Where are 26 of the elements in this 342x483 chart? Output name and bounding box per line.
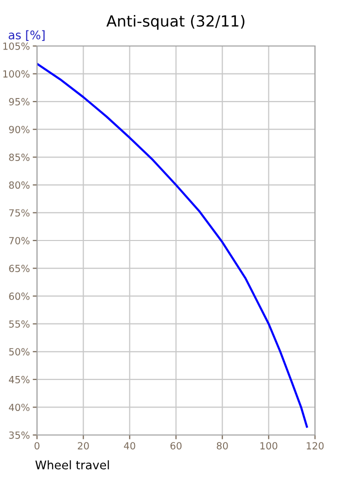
y-tick-label: 65%	[9, 264, 30, 272]
y-tick-label: 80%	[9, 181, 30, 189]
x-tick-label: 100	[260, 442, 278, 450]
y-tick-label: 60%	[9, 292, 30, 300]
x-tick-label: 40	[124, 442, 136, 450]
chart-title: Anti-squat (32/11)	[106, 14, 244, 30]
y-tick-label: 40%	[8, 404, 30, 412]
x-tick-label: 20	[78, 442, 89, 450]
line-series	[37, 62, 308, 428]
y-tick-label: 90%	[9, 126, 30, 134]
x-tick-label: 120	[306, 442, 324, 450]
y-tick-label: 100%	[3, 70, 30, 78]
y-axis-title: as [%]	[8, 30, 45, 41]
y-tick-label: 70%	[9, 236, 30, 244]
x-axis-title: Wheel travel	[35, 460, 109, 470]
y-tick-label: 95%	[9, 98, 30, 106]
x-tick-label: 60	[170, 442, 182, 450]
y-tick-label: 35%	[9, 431, 30, 439]
y-tick-label: 105%	[3, 42, 30, 50]
x-tick-label: 0	[34, 442, 40, 450]
y-tick-label: 75%	[9, 209, 30, 217]
y-tick-label: 55%	[9, 320, 30, 328]
y-tick-label: 85%	[9, 154, 30, 161]
y-tick-label: 50%	[9, 348, 30, 356]
y-tick-label: 45%	[8, 376, 30, 384]
x-tick-label: 80	[216, 442, 228, 450]
